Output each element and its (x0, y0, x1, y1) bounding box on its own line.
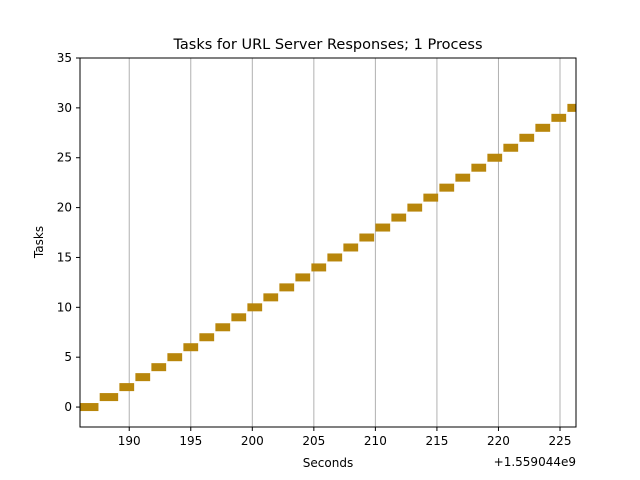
y-axis-label: Tasks (32, 226, 46, 259)
task-bar (535, 123, 551, 132)
task-bar (407, 203, 423, 212)
task-bar (487, 153, 503, 162)
x-tick-label: 220 (487, 434, 510, 448)
task-bar (423, 193, 439, 202)
task-bar (375, 223, 391, 232)
task-bar (119, 383, 135, 392)
x-tick-label: 195 (179, 434, 202, 448)
task-bar (215, 323, 231, 332)
x-tick-label: 215 (425, 434, 448, 448)
y-tick-label: 35 (57, 51, 72, 65)
y-axis-ticks: 0 5 10 15 20 25 30 35 (57, 51, 80, 414)
y-tick-label: 0 (64, 400, 72, 414)
task-bar (503, 143, 519, 152)
task-bar (295, 273, 311, 282)
task-bar (327, 253, 343, 262)
y-tick-label: 30 (57, 101, 72, 115)
x-axis-label: Seconds (303, 456, 353, 470)
task-bar (135, 373, 151, 382)
task-bar (455, 173, 471, 182)
x-tick-label: 225 (549, 434, 572, 448)
task-bar (99, 393, 119, 402)
x-tick-label: 200 (241, 434, 264, 448)
task-bar (167, 353, 183, 362)
bars (80, 103, 576, 412)
y-tick-label: 20 (57, 201, 72, 215)
task-bar (311, 263, 327, 272)
x-tick-label: 190 (118, 434, 141, 448)
task-bar (231, 313, 247, 322)
task-bar (199, 333, 215, 342)
task-bar (343, 243, 359, 252)
chart-title: Tasks for URL Server Responses; 1 Proces… (172, 37, 482, 53)
y-tick-label: 10 (57, 300, 72, 314)
task-bar (263, 293, 279, 302)
y-tick-label: 15 (57, 250, 72, 264)
y-tick-label: 5 (64, 350, 72, 364)
plot-frame (79, 57, 577, 428)
task-bar (391, 213, 407, 222)
x-axis-offset-label: +1.559044e9 (494, 455, 576, 469)
task-bar (567, 103, 576, 112)
task-bar (439, 183, 455, 192)
y-tick-label: 25 (57, 151, 72, 165)
task-bar (183, 343, 199, 352)
task-bar (279, 283, 295, 292)
task-bar (359, 233, 375, 242)
task-bar (519, 133, 535, 142)
task-bar (151, 363, 167, 372)
x-tick-label: 205 (302, 434, 325, 448)
x-axis-ticks: 190 195 200 205 210 215 220 225 (118, 427, 572, 448)
task-bar (80, 403, 99, 412)
task-bar (551, 113, 567, 122)
x-tick-label: 210 (364, 434, 387, 448)
task-bar (247, 303, 263, 312)
task-bar (471, 163, 487, 172)
